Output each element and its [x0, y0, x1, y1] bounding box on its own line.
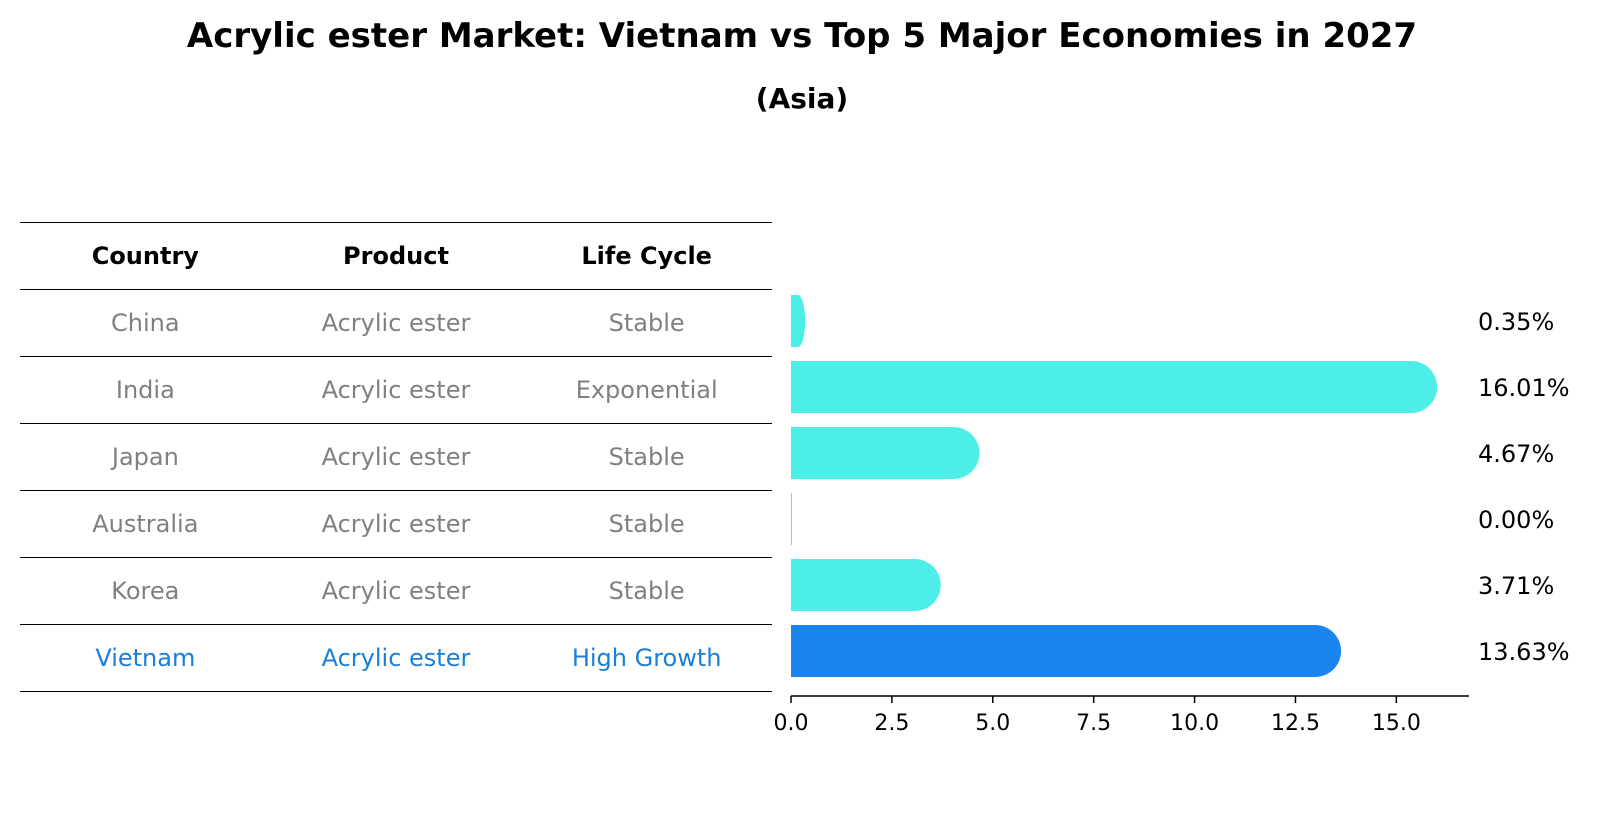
value-label-australia: 0.00%: [1478, 506, 1554, 534]
x-tick-label: 2.5: [874, 711, 909, 736]
x-tick-label: 12.5: [1271, 711, 1320, 736]
cell-country: China: [20, 289, 271, 357]
cell-country: Korea: [20, 557, 271, 625]
bar-australia: [791, 493, 792, 545]
column-header-country: Country: [20, 222, 271, 290]
table-row: Australia Acrylic ester Stable: [20, 490, 772, 558]
cell-life-cycle: Stable: [521, 490, 772, 558]
table-row: China Acrylic ester Stable: [20, 289, 772, 357]
bar-china: [791, 295, 806, 347]
cell-product: Acrylic ester: [270, 356, 522, 424]
bar-india: [791, 361, 1438, 413]
table-row: India Acrylic ester Exponential: [20, 356, 772, 424]
cell-country: Australia: [20, 490, 271, 558]
value-label-japan: 4.67%: [1478, 440, 1554, 468]
cell-product: Acrylic ester: [270, 289, 522, 357]
cell-product: Acrylic ester: [270, 557, 522, 625]
bar-korea: [791, 559, 941, 611]
x-tick-label: 0.0: [774, 711, 809, 736]
value-label-india: 16.01%: [1478, 374, 1570, 402]
x-tick-label: 5.0: [975, 711, 1010, 736]
country-table: Country Product Life Cycle China Acrylic…: [20, 222, 772, 692]
cell-life-cycle: Stable: [521, 289, 772, 357]
table-row-highlighted: Vietnam Acrylic ester High Growth: [20, 624, 772, 692]
value-label-korea: 3.71%: [1478, 572, 1554, 600]
column-header-product: Product: [270, 222, 522, 290]
chart-subtitle: (Asia): [755, 82, 849, 115]
x-tick-label: 10.0: [1170, 711, 1219, 736]
cell-product: Acrylic ester: [270, 624, 522, 692]
table-header-row: Country Product Life Cycle: [20, 222, 772, 290]
column-header-life-cycle: Life Cycle: [521, 222, 772, 290]
cell-life-cycle: Exponential: [521, 356, 772, 424]
x-tick-label: 15.0: [1372, 711, 1421, 736]
cell-life-cycle: Stable: [521, 557, 772, 625]
cell-life-cycle: High Growth: [521, 624, 772, 692]
cell-life-cycle: Stable: [521, 423, 772, 491]
chart-title: Acrylic ester Market: Vietnam vs Top 5 M…: [186, 16, 1418, 56]
cell-product: Acrylic ester: [270, 423, 522, 491]
bar-japan: [791, 427, 980, 479]
x-tick-label: 7.5: [1076, 711, 1111, 736]
cell-country: Japan: [20, 423, 271, 491]
cell-country: India: [20, 356, 271, 424]
table-row: Japan Acrylic ester Stable: [20, 423, 772, 491]
value-label-china: 0.35%: [1478, 308, 1554, 336]
cell-country: Vietnam: [20, 624, 271, 692]
cell-product: Acrylic ester: [270, 490, 522, 558]
value-label-vietnam: 13.63%: [1478, 638, 1570, 666]
bar-vietnam: [791, 625, 1342, 677]
table-row: Korea Acrylic ester Stable: [20, 557, 772, 625]
